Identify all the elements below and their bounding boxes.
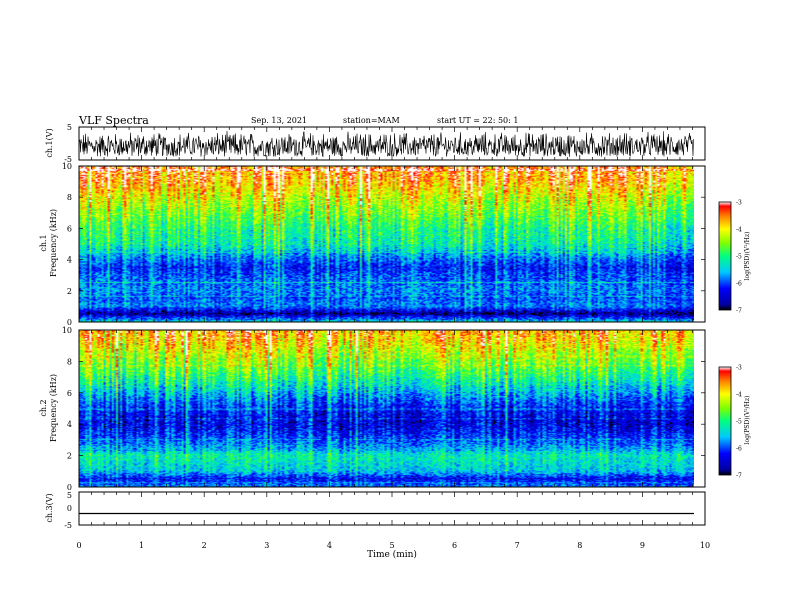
y-axis-label: ch.3(V) <box>45 493 54 522</box>
colorbar-tick-label: -6 <box>736 446 742 453</box>
colorbar-ch2-scale <box>718 366 732 476</box>
ytick-label: 0 <box>67 483 72 492</box>
ytick-label: 2 <box>67 452 72 461</box>
xtick-label: 7 <box>515 541 520 550</box>
ytick-label: -5 <box>64 155 72 164</box>
spectrogram-ch2-ticks <box>78 330 706 487</box>
ytick-label: 5 <box>67 123 72 132</box>
colorbar-tick-label: -4 <box>736 392 742 399</box>
colorbar-tick-label: -5 <box>736 254 742 261</box>
y-axis-label-channel: ch.2 <box>39 399 48 416</box>
colorbar-tick-label: -3 <box>736 200 742 207</box>
colorbar-tick-label: -4 <box>736 227 742 234</box>
ytick-label: 8 <box>67 357 72 366</box>
ytick-label: 10 <box>62 162 72 171</box>
station-label: station=MAM <box>343 116 400 125</box>
spectrogram-ch1-ytick-labels: 0 2 4 6 8 10 <box>62 162 705 327</box>
colorbar-tick-label: -6 <box>736 281 742 288</box>
y-axis-label-frequency: Frequency (kHz) <box>49 374 58 442</box>
colorbar-ch1-tick-labels: -3 -4 -5 -6 -7 <box>736 200 742 315</box>
xtick-label: 10 <box>700 541 710 550</box>
spectrogram-ch1-image <box>79 166 694 322</box>
x-axis-label: Time (min) <box>367 549 417 560</box>
colorbar-tick-label: -7 <box>736 308 742 315</box>
waveform-ch1-panel: 5 -5 ch.1(V) <box>45 123 706 164</box>
ytick-label: 10 <box>62 326 72 335</box>
x-axis-tick-labels: 0 1 2 3 4 5 6 7 8 9 10 <box>76 541 710 550</box>
ytick-label: 4 <box>67 420 72 429</box>
y-axis-label-frequency: Frequency (kHz) <box>49 209 58 277</box>
xtick-label: 4 <box>327 541 332 550</box>
spectrogram-ch1-ticks <box>78 166 706 322</box>
waveform-ch3-panel: 5 0 -5 ch.3(V) <box>45 491 706 530</box>
waveform-ch1-trace <box>78 130 694 158</box>
waveform-ch3-ticks <box>78 492 706 525</box>
xtick-label: 6 <box>452 541 457 550</box>
ytick-label: -5 <box>64 521 72 530</box>
colorbar-tick-label: -7 <box>736 473 742 480</box>
colorbar-tick-label: -3 <box>736 365 742 372</box>
xtick-label: 0 <box>76 541 81 550</box>
xtick-label: 5 <box>389 541 394 550</box>
date-label: Sep. 13, 2021 <box>251 116 307 125</box>
waveform-ch1-ticks <box>78 127 706 160</box>
spectrogram-ch2-image <box>79 330 694 487</box>
ytick-label: 4 <box>67 256 72 265</box>
ytick-label: 0 <box>67 318 72 327</box>
ytick-label: 0 <box>67 504 72 513</box>
colorbar-ch2: -3 -4 -5 -6 -7 log(PSD)(V²/Hz) <box>718 365 751 480</box>
xtick-label: 1 <box>139 541 144 550</box>
xtick-label: 3 <box>264 541 269 550</box>
colorbar-ch2-label: log(PSD)(V²/Hz) <box>744 396 751 445</box>
ytick-label: 8 <box>67 193 72 202</box>
waveform-ch1-line <box>78 130 694 158</box>
spectrogram-ch2-ytick-labels: 0 2 4 6 8 10 <box>62 326 705 492</box>
y-axis-label: ch.1(V) <box>45 128 54 157</box>
colorbar-tick-label: -5 <box>736 419 742 426</box>
xtick-label: 2 <box>202 541 207 550</box>
ytick-label: 2 <box>67 287 72 296</box>
ytick-label: 6 <box>67 224 72 233</box>
figure-title: VLF Spectra <box>78 114 149 127</box>
y-axis-label-channel: ch.1 <box>39 234 48 251</box>
colorbar-ch1-scale <box>718 201 732 311</box>
xtick-label: 8 <box>577 541 582 550</box>
colorbar-ch2-tick-labels: -3 -4 -5 -6 -7 <box>736 365 742 480</box>
colorbar-ch1: -3 -4 -5 -6 -7 log(PSD)(V²/Hz) <box>718 200 751 315</box>
start-time-label: start UT = 22: 50: 1 <box>437 116 518 125</box>
spectrogram-ch2-panel: 0 2 4 6 8 10 ch.2 Frequency (kHz) <box>39 326 706 492</box>
ytick-label: 5 <box>67 491 72 500</box>
xtick-label: 9 <box>640 541 645 550</box>
spectrogram-ch1-panel: 0 2 4 6 8 10 ch.1 Frequency (kHz) <box>39 162 706 327</box>
ytick-label: 6 <box>67 389 72 398</box>
colorbar-ch1-label: log(PSD)(V²/Hz) <box>744 232 751 281</box>
